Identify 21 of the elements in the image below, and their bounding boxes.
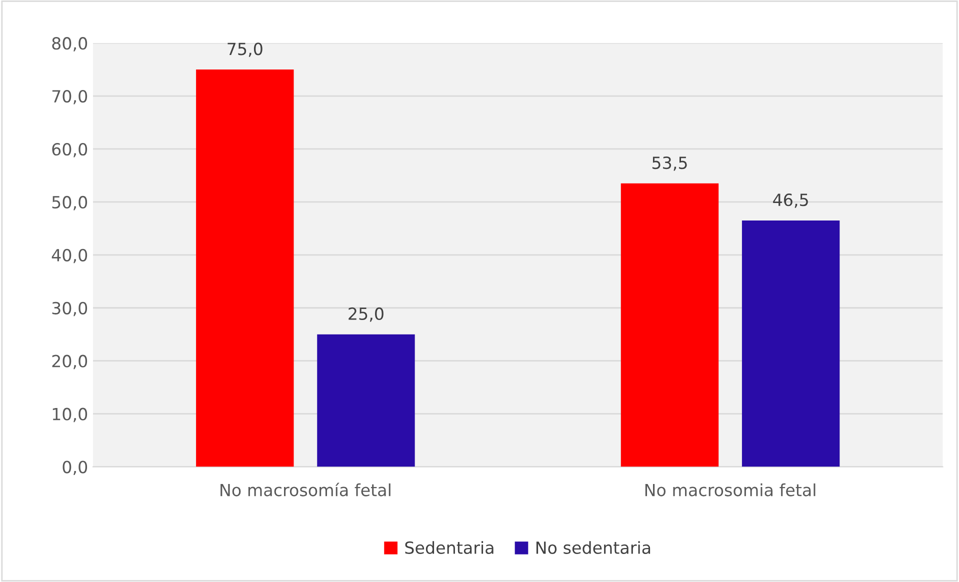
x-tick-label: No macrosomia fetal	[645, 483, 816, 496]
data-label: 53,5	[652, 156, 687, 171]
data-label: 75,0	[228, 42, 262, 57]
y-tick-label: 80,0	[52, 37, 88, 52]
y-tick-label: 40,0	[52, 248, 88, 264]
bar	[620, 183, 719, 467]
y-tick-label: 10,0	[52, 408, 88, 422]
bar	[317, 334, 415, 467]
data-label: 25,0	[348, 307, 384, 322]
legend-label: Sedentaria	[405, 541, 494, 554]
y-tick-label: 30,0	[52, 302, 88, 316]
bar	[742, 220, 840, 467]
legend-label: No sedentaria	[536, 541, 650, 554]
y-tick-label: 0,0	[62, 460, 88, 476]
y-tick-label: 20,0	[52, 354, 88, 370]
y-tick-label: 50,0	[52, 196, 88, 210]
x-tick-label: No macrosomía fetal	[220, 482, 390, 496]
y-tick-label: 70,0	[52, 90, 88, 104]
data-label: 46,5	[773, 194, 808, 208]
bar	[196, 70, 294, 467]
y-tick-label: 60,0	[52, 142, 88, 158]
